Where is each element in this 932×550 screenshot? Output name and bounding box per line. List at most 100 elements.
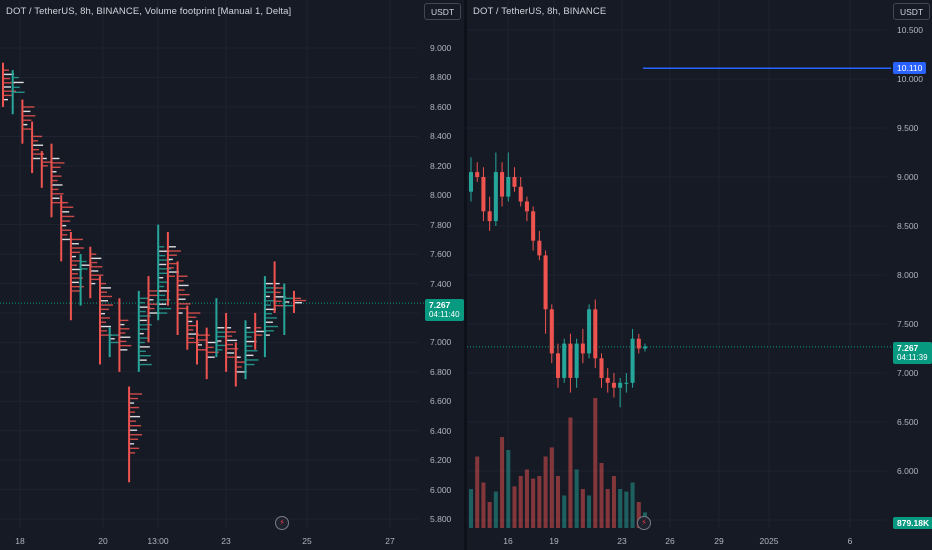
volume-bar	[512, 486, 517, 528]
footprint-level	[188, 320, 193, 323]
footprint-level	[198, 334, 210, 336]
footprint-candle	[108, 327, 120, 358]
left-price-tick: 6.800	[430, 366, 452, 377]
footprint-level	[130, 429, 138, 431]
footprint-level	[168, 254, 177, 256]
footprint-candle	[157, 224, 172, 321]
footprint-level	[227, 331, 237, 333]
right-price-tick: 9.500	[897, 123, 919, 133]
left-price-tick: 9.000	[430, 43, 452, 53]
volume-bar	[624, 491, 629, 528]
footprint-level	[101, 330, 107, 332]
candle-body	[468, 172, 474, 192]
footprint-level	[168, 275, 175, 277]
footprint-level	[139, 302, 145, 304]
left-alert-bolt-icon[interactable]: ⚡	[275, 516, 289, 530]
footprint-candle	[50, 143, 65, 218]
footprint-level	[178, 303, 191, 305]
candle-body	[593, 309, 598, 359]
footprint-level	[42, 157, 47, 160]
footprint-level	[265, 334, 270, 336]
footprint-level	[130, 447, 140, 450]
right-chart-legend[interactable]: DOT / TetherUS, 8h, BINANCE	[473, 6, 607, 17]
footprint-level	[295, 302, 302, 304]
left-currency-button[interactable]: USDT	[424, 3, 462, 20]
footprint-candle	[21, 99, 36, 144]
footprint-level	[101, 300, 108, 302]
footprint-level	[110, 338, 115, 340]
footprint-level	[62, 206, 74, 208]
right-volume-tag: 879.18K	[893, 517, 932, 529]
right-price-tick: 6.000	[897, 466, 919, 476]
footprint-candle	[263, 276, 278, 358]
left-last-price-tag: 7.267 04:11:40	[425, 299, 464, 321]
left-price-tick: 7.000	[430, 337, 452, 348]
candle	[512, 167, 517, 192]
candle	[518, 177, 523, 207]
footprint-level	[4, 77, 10, 80]
pane-divider[interactable]	[464, 0, 467, 550]
left-footprint-chart[interactable]	[0, 0, 464, 550]
footprint-level	[168, 258, 173, 261]
footprint-candle	[118, 298, 132, 372]
footprint-level	[207, 346, 214, 349]
footprint-level	[207, 356, 215, 358]
footprint-level	[139, 332, 144, 335]
footprint-level	[101, 295, 112, 298]
footprint-level	[4, 69, 9, 71]
candle-body	[580, 343, 585, 354]
footprint-level	[130, 393, 143, 395]
footprint-level	[178, 289, 185, 291]
footprint-candle	[99, 276, 113, 365]
volume-bar	[630, 482, 635, 528]
footprint-level	[33, 140, 39, 142]
footprint-candle	[186, 305, 201, 350]
volume-bar	[543, 456, 548, 528]
right-price-tick: 9.000	[897, 172, 919, 182]
footprint-level	[139, 315, 151, 317]
left-chart-pane[interactable]: DOT / TetherUS, 8h, BINANCE, Volume foot…	[0, 0, 464, 550]
footprint-level	[227, 327, 232, 329]
footprint-candle	[205, 327, 219, 380]
left-price-tick: 7.600	[430, 249, 452, 260]
footprint-level	[33, 148, 40, 151]
right-alert-bolt-icon[interactable]: ⚡	[637, 516, 651, 530]
footprint-level	[101, 312, 105, 315]
volume-bar	[568, 417, 573, 528]
candle	[468, 157, 474, 202]
right-price-tick: 7.000	[897, 368, 919, 378]
footprint-level	[188, 333, 199, 335]
footprint-level	[139, 350, 146, 353]
volume-bar	[562, 495, 567, 528]
footprint-level	[139, 359, 147, 361]
footprint-candle	[128, 386, 143, 483]
left-chart-legend[interactable]: DOT / TetherUS, 8h, BINANCE, Volume foot…	[6, 6, 292, 17]
right-candlestick-chart[interactable]	[467, 0, 932, 550]
footprint-level	[275, 282, 280, 285]
footprint-level	[217, 335, 226, 338]
footprint-level	[236, 371, 247, 373]
footprint-candle	[166, 231, 181, 306]
right-price-tick: 7.500	[897, 319, 919, 329]
volume-bar	[524, 469, 529, 528]
footprint-level	[246, 363, 255, 366]
footprint-candle	[176, 261, 191, 336]
candle-body	[512, 177, 517, 187]
footprint-level	[227, 352, 235, 354]
footprint-level	[71, 268, 82, 271]
right-time-tick: 2025	[759, 536, 779, 546]
footprint-level	[13, 81, 24, 84]
right-chart-pane[interactable]: DOT / TetherUS, 8h, BINANCE USDT 10.500 1…	[467, 0, 932, 550]
footprint-candle	[69, 231, 84, 321]
candle	[475, 162, 480, 182]
footprint-level	[265, 300, 275, 302]
footprint-level	[62, 211, 70, 213]
footprint-level	[130, 406, 140, 409]
footprint-level	[198, 344, 202, 346]
right-currency-button[interactable]: USDT	[893, 3, 931, 20]
candle-body	[506, 177, 511, 197]
footprint-level	[265, 330, 274, 332]
footprint-level	[265, 308, 276, 311]
footprint-level	[168, 271, 179, 273]
footprint-level	[13, 86, 20, 89]
